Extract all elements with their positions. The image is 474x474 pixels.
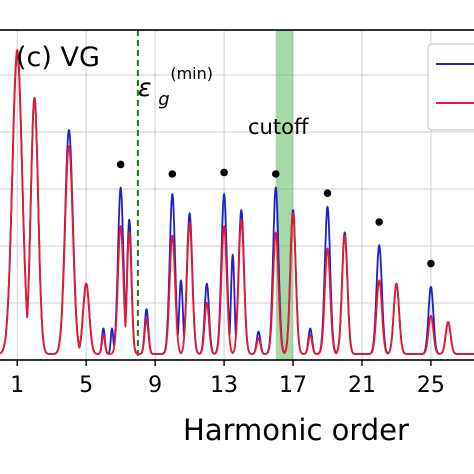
cutoff-label: cutoff [248, 115, 309, 139]
peak-marker-dot [116, 160, 125, 169]
plot-frame [0, 29, 474, 361]
x-tick-label: 1 [10, 373, 24, 398]
x-ticks: 1 5 9 13 17 21 25 [10, 360, 445, 398]
peak-marker-dot [271, 170, 280, 178]
x-tick-label: 25 [417, 373, 445, 398]
x-tick-label: 13 [210, 373, 238, 398]
panel-label: (c) VG [16, 42, 100, 73]
x-tick-label: 5 [79, 373, 93, 398]
peak-markers [116, 160, 435, 268]
x-tick-label: 21 [348, 373, 376, 398]
series-line-red [0, 49, 474, 355]
peak-marker-dot [323, 189, 332, 197]
epsilon-label: ε g (min) [138, 64, 213, 110]
legend [427, 43, 474, 131]
peak-marker-dot [168, 170, 177, 178]
cutoff-band [275, 30, 294, 360]
peak-marker-dot [375, 218, 384, 226]
x-axis-title: Harmonic order [183, 413, 409, 447]
series-layer [0, 49, 474, 355]
x-tick-label: 17 [279, 373, 307, 398]
peak-marker-dot [427, 259, 435, 268]
peak-marker-dot [220, 168, 228, 177]
x-tick-label: 9 [148, 373, 162, 398]
